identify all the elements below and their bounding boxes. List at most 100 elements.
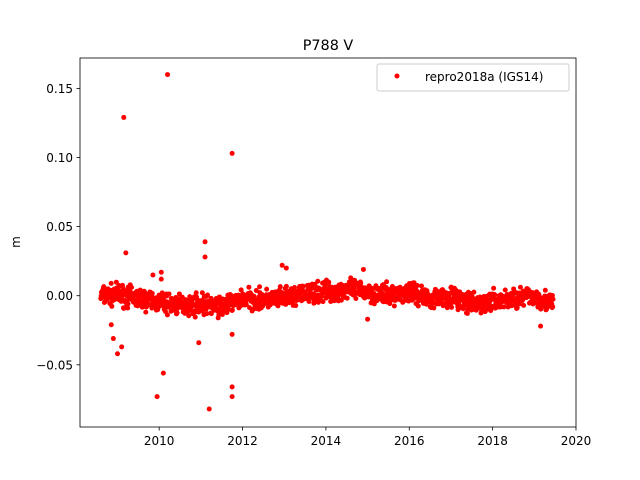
legend-box xyxy=(376,63,570,92)
x-axis: 2010 2012 2014 2016 2018 2020 xyxy=(144,427,591,448)
data-point xyxy=(129,284,135,290)
outlier-point xyxy=(229,384,235,390)
y-axis-title: m xyxy=(9,236,23,248)
data-point xyxy=(320,299,326,305)
data-point xyxy=(415,303,421,309)
x-tick-label: 2018 xyxy=(477,434,508,448)
data-point xyxy=(358,280,364,286)
data-point xyxy=(108,280,114,286)
data-point xyxy=(326,279,332,285)
data-point xyxy=(204,311,210,317)
outlier-point xyxy=(229,331,235,337)
data-point xyxy=(125,305,131,311)
outlier-point xyxy=(538,323,544,329)
x-tick-label: 2010 xyxy=(144,434,175,448)
outlier-point xyxy=(229,394,235,400)
data-point xyxy=(327,294,333,300)
data-point xyxy=(125,301,131,307)
x-tick-label: 2014 xyxy=(311,434,342,448)
data-point xyxy=(384,279,390,285)
data-point xyxy=(449,304,455,310)
outlier-point xyxy=(121,114,127,120)
data-point xyxy=(192,314,198,320)
data-point xyxy=(444,305,450,311)
x-tick-label: 2020 xyxy=(561,434,592,448)
outlier-point xyxy=(360,266,366,272)
data-point xyxy=(238,287,244,293)
y-tick-label: 0.05 xyxy=(46,220,73,234)
data-point xyxy=(550,296,556,302)
x-tick-label: 2016 xyxy=(394,434,425,448)
data-point xyxy=(257,284,263,290)
outlier-point xyxy=(150,272,156,278)
y-tick-label: 0.15 xyxy=(46,82,73,96)
outlier-point xyxy=(365,316,371,322)
data-point xyxy=(521,302,527,308)
data-point xyxy=(460,306,466,312)
data-point xyxy=(246,284,252,290)
y-axis: −0.05 0.00 0.05 0.10 0.15 xyxy=(36,82,80,372)
data-point xyxy=(492,291,498,297)
data-point xyxy=(109,303,115,309)
data-point xyxy=(164,312,170,318)
x-tick-label: 2012 xyxy=(227,434,258,448)
data-point xyxy=(514,305,520,311)
outlier-point xyxy=(123,250,129,256)
data-point xyxy=(517,284,523,290)
data-point xyxy=(174,310,180,316)
data-point xyxy=(310,285,316,291)
data-point xyxy=(464,310,470,316)
outlier-point xyxy=(119,344,125,350)
outlier-point xyxy=(110,336,116,342)
data-point xyxy=(159,290,165,296)
data-point xyxy=(166,291,172,297)
data-point xyxy=(550,304,556,310)
data-point xyxy=(149,290,155,296)
data-point xyxy=(277,284,283,290)
data-point xyxy=(193,290,199,296)
data-point xyxy=(471,289,477,295)
outlier-point xyxy=(115,351,121,357)
data-point xyxy=(434,288,440,294)
data-point xyxy=(549,293,555,298)
data-point xyxy=(502,287,508,293)
data-point xyxy=(315,278,321,284)
data-point xyxy=(199,290,205,296)
outlier-point xyxy=(202,239,208,245)
data-point xyxy=(291,285,297,291)
legend: repro2018a (IGS14) xyxy=(376,63,570,92)
data-point xyxy=(306,298,312,304)
data-point xyxy=(205,292,211,298)
data-point xyxy=(264,286,270,292)
outlier-point xyxy=(229,150,235,156)
data-points-group xyxy=(98,72,556,412)
data-point xyxy=(143,309,149,315)
data-point xyxy=(208,311,214,317)
data-point xyxy=(186,313,192,319)
data-point xyxy=(283,283,289,289)
outlier-point xyxy=(158,269,164,275)
outlier-point xyxy=(108,322,114,328)
data-point xyxy=(229,307,235,313)
y-tick-label: −0.05 xyxy=(36,358,73,372)
y-tick-label: 0.10 xyxy=(46,151,73,165)
data-point xyxy=(353,295,359,301)
chart-title: P788 V xyxy=(303,38,354,54)
legend-marker xyxy=(394,73,400,79)
data-point xyxy=(116,282,122,288)
data-point xyxy=(501,304,507,310)
outlier-point xyxy=(158,276,164,282)
outlier-point xyxy=(202,254,208,260)
data-point xyxy=(542,287,548,293)
data-point xyxy=(219,311,225,317)
data-point xyxy=(176,291,182,297)
data-point xyxy=(414,282,420,288)
outlier-point xyxy=(283,265,289,271)
plot-area-frame xyxy=(79,57,577,428)
data-point xyxy=(419,283,425,289)
outlier-point xyxy=(196,340,202,346)
outlier-point xyxy=(206,406,212,412)
data-point xyxy=(261,301,267,307)
legend-label: repro2018a (IGS14) xyxy=(425,70,543,84)
